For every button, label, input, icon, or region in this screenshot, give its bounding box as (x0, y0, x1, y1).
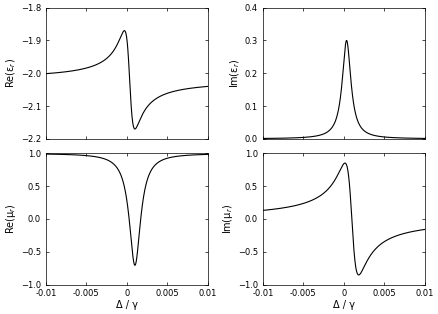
Y-axis label: Im(μ$_r$): Im(μ$_r$) (221, 204, 235, 234)
Y-axis label: Im(ε$_r$): Im(ε$_r$) (228, 59, 242, 88)
Y-axis label: Re(μ$_r$): Re(μ$_r$) (4, 203, 18, 235)
X-axis label: Δ / γ: Δ / γ (116, 300, 138, 310)
Y-axis label: Re(ε$_r$): Re(ε$_r$) (4, 58, 18, 88)
X-axis label: Δ / γ: Δ / γ (333, 300, 355, 310)
